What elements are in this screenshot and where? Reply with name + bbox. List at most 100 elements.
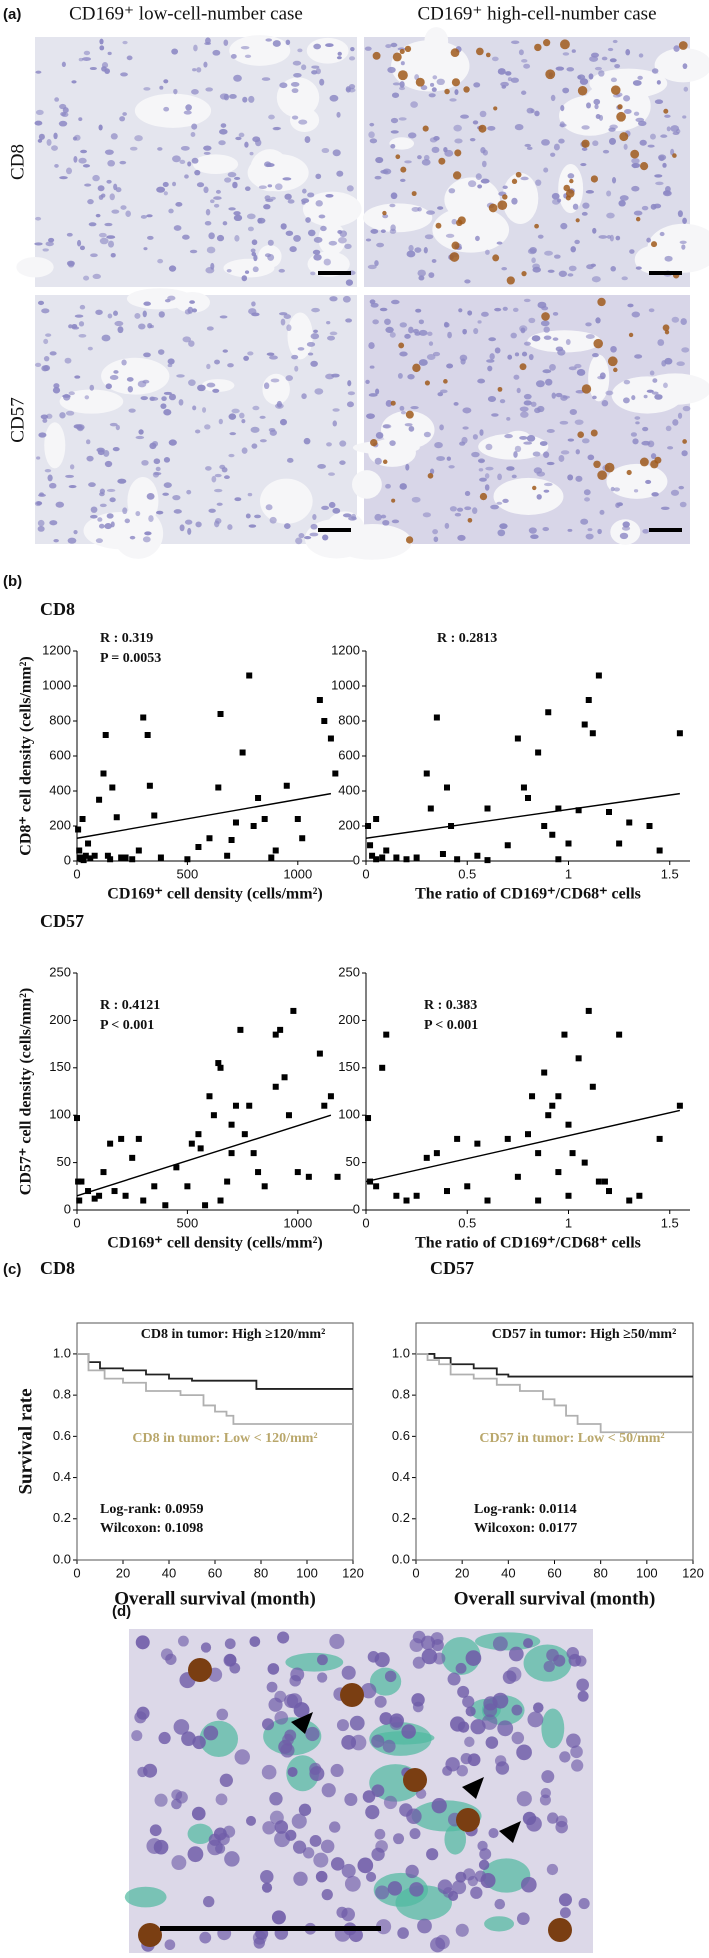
point: [545, 709, 552, 716]
nucleus: [171, 1789, 183, 1801]
stained-cell: [438, 157, 446, 165]
nucleus: [418, 329, 428, 336]
nucleus: [99, 45, 105, 51]
nucleus: [100, 193, 106, 198]
green-stain: [285, 1652, 344, 1672]
nucleus: [119, 160, 127, 165]
nucleus: [229, 1662, 241, 1674]
nucleus: [47, 474, 53, 482]
nucleus: [223, 39, 229, 46]
point: [294, 816, 301, 822]
nucleus: [167, 295, 176, 301]
nucleus: [45, 241, 54, 247]
nucleus: [614, 64, 621, 69]
nucleus: [244, 141, 249, 148]
nucleus: [135, 435, 145, 440]
panel-label: (a): [3, 6, 21, 23]
nucleus: [372, 319, 379, 325]
point: [555, 1093, 562, 1100]
nucleus: [263, 382, 270, 390]
point: [514, 1173, 521, 1180]
stained-cell: [456, 1808, 480, 1832]
nucleus: [369, 138, 378, 144]
nucleus: [291, 354, 299, 360]
nucleus: [407, 132, 417, 139]
nucleus: [126, 55, 133, 61]
nucleus: [398, 117, 407, 121]
nucleus: [265, 162, 275, 168]
lumen: [276, 77, 320, 118]
nucleus: [432, 351, 441, 357]
stained-cell: [565, 189, 575, 198]
nucleus: [527, 1711, 544, 1728]
point: [195, 1131, 202, 1138]
nucleus: [460, 114, 469, 119]
nucleus: [641, 205, 649, 211]
nucleus: [581, 147, 588, 151]
nucleus: [645, 479, 652, 485]
nucleus: [469, 138, 476, 142]
nucleus: [592, 140, 599, 147]
nucleus: [421, 1648, 438, 1665]
nucleus: [544, 482, 553, 487]
nucleus: [347, 380, 352, 387]
nucleus: [251, 443, 258, 449]
nucleus: [178, 399, 184, 406]
nucleus: [104, 523, 112, 530]
nucleus: [575, 449, 580, 455]
nucleus: [451, 218, 457, 225]
point: [423, 770, 430, 777]
nucleus: [486, 359, 495, 363]
nucleus: [204, 424, 211, 430]
stained-cell: [415, 77, 425, 87]
nucleus: [552, 311, 559, 316]
nucleus: [131, 1730, 143, 1742]
nucleus: [455, 1923, 469, 1937]
nucleus: [591, 276, 601, 283]
nucleus: [307, 229, 316, 237]
stained-cell: [424, 380, 430, 386]
nucleus: [406, 250, 416, 258]
point: [100, 770, 107, 777]
nucleus: [539, 441, 548, 447]
point: [255, 1169, 262, 1176]
arrowhead: [499, 1821, 521, 1843]
nucleus: [618, 200, 626, 207]
nucleus: [382, 214, 389, 219]
point: [173, 1164, 180, 1171]
nucleus: [149, 442, 157, 450]
nucleus: [510, 40, 520, 45]
point: [228, 1150, 235, 1157]
nucleus: [592, 227, 597, 234]
nucleus: [153, 458, 161, 465]
nucleus: [205, 466, 212, 471]
lumen: [502, 172, 539, 224]
stained-cell: [451, 241, 460, 250]
nucleus: [523, 341, 531, 346]
nucleus: [654, 394, 663, 400]
nucleus: [577, 75, 582, 80]
x-tick-label: 60: [208, 1565, 222, 1580]
nucleus: [428, 341, 434, 346]
nucleus: [651, 391, 659, 395]
nucleus: [104, 222, 113, 227]
nucleus: [437, 206, 444, 210]
y-tick-label: 0.4: [392, 1469, 410, 1484]
stained-cell: [590, 429, 598, 437]
nucleus: [227, 171, 237, 178]
nucleus: [480, 1872, 496, 1889]
nucleus: [294, 365, 299, 372]
nucleus: [84, 183, 92, 187]
point: [76, 1197, 83, 1204]
nucleus: [86, 439, 91, 445]
nucleus: [298, 1803, 312, 1816]
nucleus: [246, 1815, 257, 1826]
stained-cell: [485, 52, 491, 58]
point: [555, 1169, 562, 1176]
nucleus: [462, 426, 469, 430]
stained-cell: [395, 154, 401, 160]
point: [96, 1192, 103, 1199]
nucleus: [384, 318, 391, 325]
point: [241, 1131, 248, 1138]
nucleus: [304, 136, 311, 143]
